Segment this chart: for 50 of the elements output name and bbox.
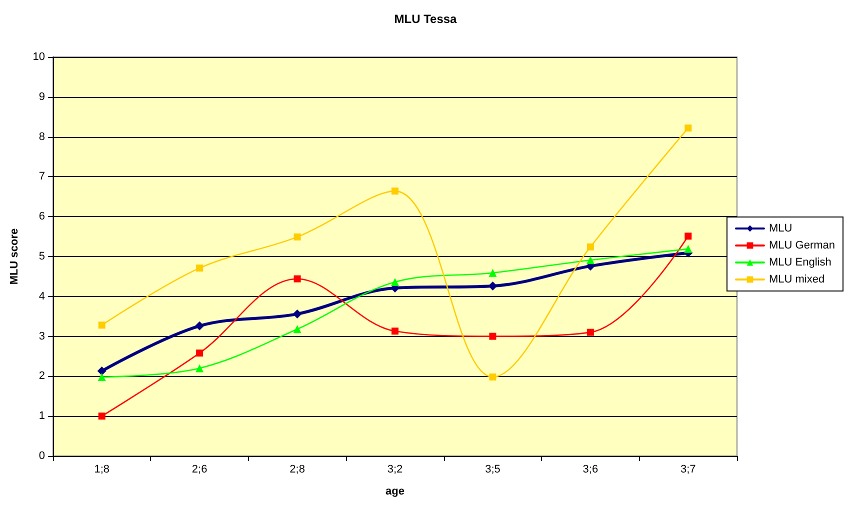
y-axis-title: MLU score [8,228,20,285]
point [97,366,106,376]
point [294,275,301,282]
point [488,282,498,291]
x-tick-label: 3;7 [680,464,696,476]
point [684,232,692,240]
y-tick-label: 9 [38,90,45,103]
point [196,364,204,372]
x-tick-label: 3;2 [387,464,403,476]
chart-title: MLU Tessa [394,12,458,26]
point [684,124,692,132]
point [196,350,204,357]
point [195,321,204,330]
x-tick-label: 3;6 [582,464,598,476]
legend-label: MLU [768,222,792,234]
x-tick-label: 1;8 [94,464,110,476]
point [293,325,302,334]
legend-label: MLU English [768,256,832,268]
point [489,332,496,340]
point [586,256,594,264]
y-tick-label: 5 [38,250,45,262]
point [684,244,692,253]
y-tick-label: 3 [38,330,45,342]
y-tick-label: 4 [38,290,45,302]
point [489,374,496,380]
point [196,264,204,272]
x-tick-label: 2;8 [290,464,305,476]
point [392,188,398,195]
point [98,412,106,420]
point [98,322,106,329]
point [294,233,301,240]
y-tick-label: 2 [38,370,45,382]
legend-label: MLU mixed [768,274,825,286]
point [98,373,106,381]
point [391,278,399,286]
y-tick-label: 0 [38,450,45,462]
x-axis-title: age [386,486,404,498]
point [586,328,594,336]
x-tick-label: 3;5 [485,464,500,476]
legend-label: MLU German [768,240,836,252]
y-tick-label: 1 [38,410,45,422]
point [292,309,302,318]
y-tick-label: 8 [38,130,45,143]
y-tick-label: 7 [38,170,45,183]
y-tick-label: 6 [38,210,45,223]
point [586,243,594,250]
y-tick-label: 10 [32,51,45,63]
point [392,328,398,335]
point [488,268,497,277]
x-tick-label: 2;6 [192,464,208,476]
